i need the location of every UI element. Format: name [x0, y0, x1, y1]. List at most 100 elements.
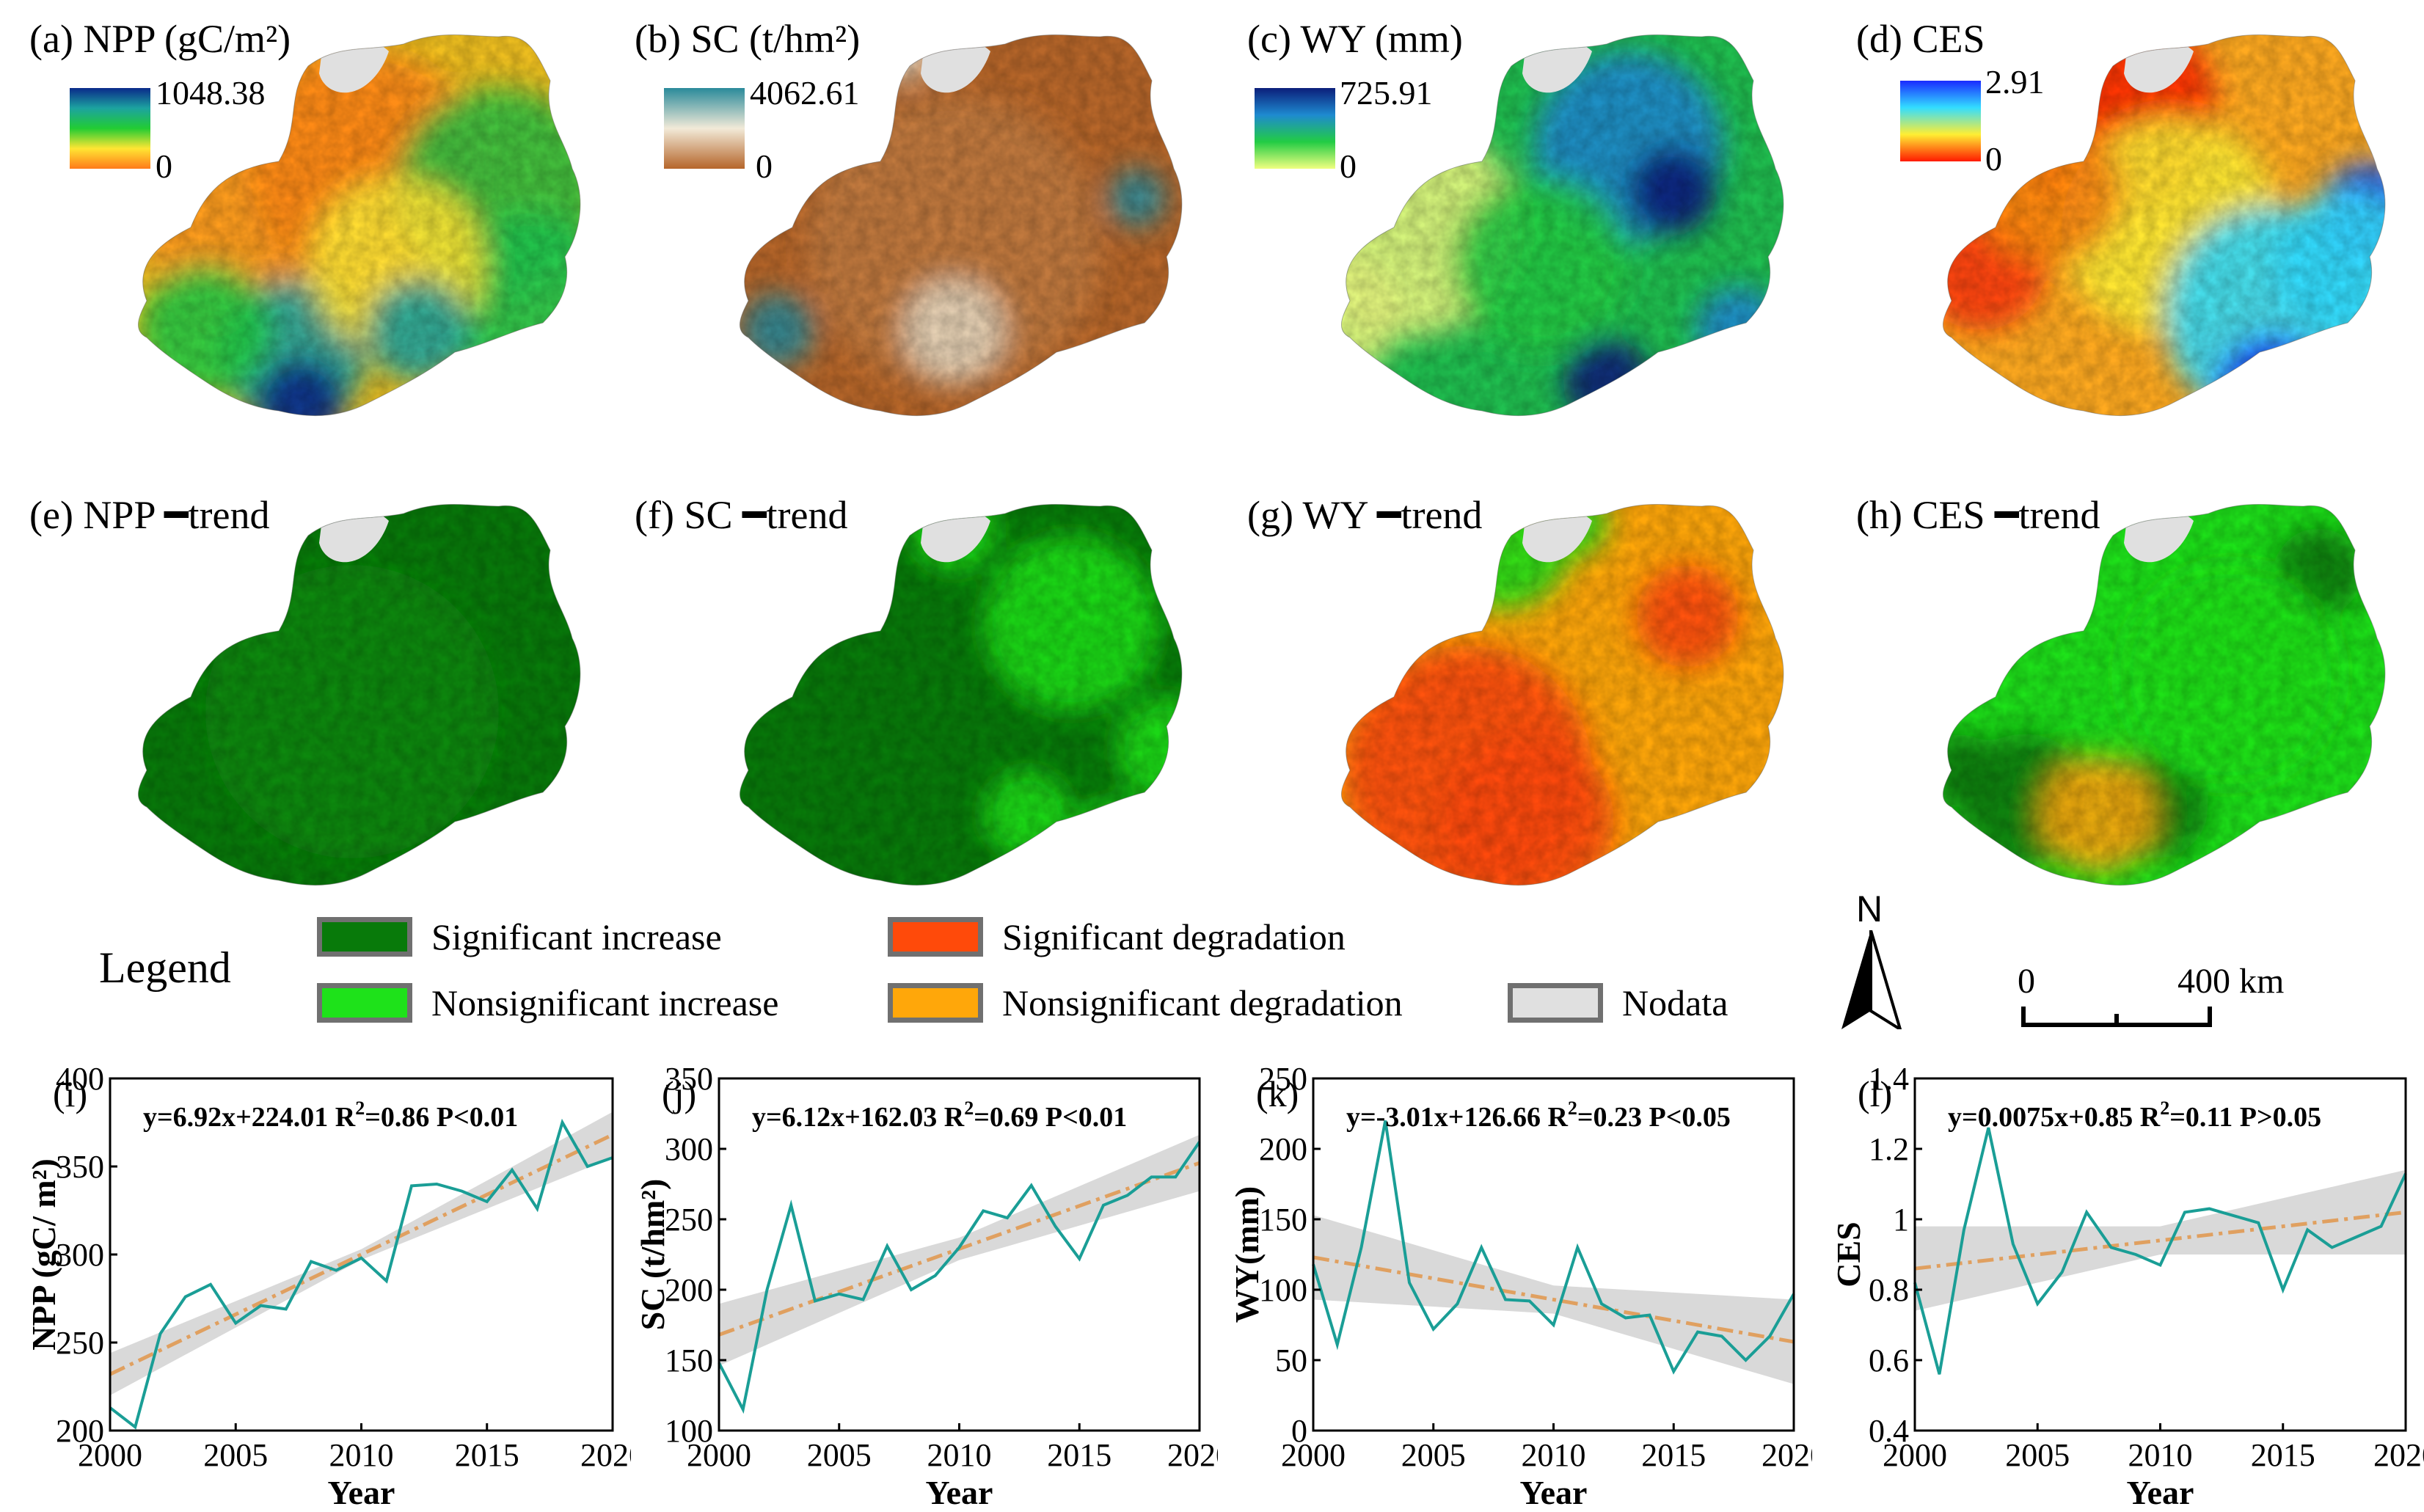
x-axis-label: Year [2127, 1474, 2194, 1508]
y-tick-label: 200 [1259, 1131, 1307, 1167]
legend-label: Significant degradation [1002, 916, 1346, 957]
data-point-2018 [1745, 1359, 1746, 1361]
map-npp-trend [137, 504, 581, 886]
colorbar-npp-max: 1048.38 [156, 74, 266, 112]
data-point-2017 [1721, 1335, 1723, 1337]
colorbar-wy-min: 0 [1340, 147, 1357, 185]
map-ces-trend [1942, 504, 2386, 886]
map-sc [739, 34, 1183, 417]
data-point-2011 [982, 1210, 984, 1211]
y-tick-label: 300 [56, 1237, 104, 1273]
fit-line [109, 1133, 614, 1376]
legend-item-nonsignificant-degradation: Nonsignificant degradation [888, 982, 1403, 1024]
y-tick-label: 150 [1259, 1202, 1307, 1238]
confidence-band [1915, 1169, 2406, 1311]
data-point-2004 [2012, 1243, 2014, 1245]
x-tick-label: 2010 [2128, 1437, 2193, 1473]
colorbar-ces [1900, 81, 1981, 161]
map-title-g-text: (g) WY [1247, 493, 1368, 537]
y-tick-label: 400 [56, 1061, 104, 1097]
data-point-2010 [959, 1246, 960, 1248]
map-npp [137, 34, 581, 417]
trend-dash-icon: ━ [164, 493, 189, 537]
y-tick-label: 1.4 [1869, 1061, 1909, 1097]
data-point-2006 [260, 1305, 261, 1307]
y-tick-label: 1.2 [1869, 1131, 1909, 1167]
regression-annotation: y=6.92x+224.01 R2=0.86 P<0.01 [143, 1098, 518, 1133]
data-point-2002 [1361, 1246, 1362, 1248]
colorbar-sc-min: 0 [756, 147, 773, 185]
x-axis-label: Year [1520, 1474, 1588, 1508]
legend-swatch [888, 983, 983, 1023]
fit-line [1914, 1210, 2406, 1271]
map-title-h: (h) CES ━trend [1856, 492, 2100, 538]
data-point-2001 [1938, 1373, 1940, 1375]
data-point-2017 [1127, 1194, 1128, 1196]
map-title-e-trend: trend [188, 493, 270, 537]
colorbar-sc [664, 88, 745, 169]
x-tick-label: 2005 [1401, 1437, 1466, 1473]
legend-swatch [317, 917, 412, 957]
legend-item-nonsignificant-increase: Nonsignificant increase [317, 982, 778, 1024]
y-tick-label: 0.6 [1869, 1343, 1909, 1378]
data-point-2003 [1384, 1120, 1386, 1122]
x-tick-label: 2015 [455, 1437, 519, 1473]
data-point-2010 [2160, 1264, 2161, 1266]
y-tick-label: 350 [56, 1149, 104, 1185]
x-tick-label: 2010 [329, 1437, 394, 1473]
confidence-band [110, 1111, 613, 1395]
legend-title: Legend [99, 943, 231, 992]
data-point-2013 [1031, 1185, 1032, 1186]
x-axis-label: Year [328, 1474, 395, 1508]
x-tick-label: 2000 [78, 1437, 142, 1473]
data-point-2014 [1055, 1226, 1056, 1227]
regression-annotation: y=6.12x+162.03 R2=0.69 P<0.01 [752, 1098, 1127, 1133]
panel-label: (j) [662, 1073, 696, 1114]
legend-label: Nonsignificant increase [431, 982, 779, 1023]
map-title-d: (d) CES [1856, 17, 1985, 61]
x-tick-label: 2010 [927, 1437, 992, 1473]
scale-bar [2021, 1007, 2212, 1027]
data-point-2012 [1007, 1217, 1008, 1219]
map-sc-trend [739, 504, 1183, 886]
x-tick-label: 2000 [687, 1437, 751, 1473]
north-arrow-icon [1841, 930, 1902, 1029]
trend-dash-icon: ━ [742, 493, 767, 537]
colorbar-ces-min: 0 [1985, 140, 2002, 178]
colorbar-npp [70, 88, 150, 169]
data-point-2015 [1673, 1370, 1674, 1372]
y-axis-label: CES [1830, 1221, 1867, 1287]
data-point-2007 [1481, 1246, 1482, 1248]
colorbar-ces-max: 2.91 [1985, 63, 2045, 101]
fit-line [1313, 1255, 1795, 1344]
map-wy-trend [1340, 504, 1784, 886]
y-tick-label: 250 [665, 1202, 713, 1238]
legend-label: Significant increase [431, 916, 722, 957]
scale-end-label: 400 km [2177, 962, 2285, 1001]
y-tick-label: 200 [56, 1413, 104, 1449]
data-point-2015 [1078, 1258, 1080, 1260]
panel-label: (k) [1256, 1073, 1299, 1114]
map-ces [1942, 34, 2386, 417]
map-title-a: (a) NPP (gC/m²) [29, 17, 291, 61]
colorbar-wy [1255, 88, 1335, 169]
legend-swatch [1508, 983, 1603, 1023]
data-point-2001 [742, 1409, 744, 1410]
y-tick-label: 350 [665, 1061, 713, 1097]
x-axis-label: Year [926, 1474, 993, 1508]
map-title-g: (g) WY ━trend [1247, 492, 1482, 538]
data-point-2012 [2208, 1208, 2210, 1210]
data-point-2010 [361, 1257, 362, 1259]
map-title-b: (b) SC (t/hm²) [635, 17, 861, 61]
legend-swatch [317, 983, 412, 1023]
data-point-2006 [863, 1299, 864, 1300]
y-tick-label: 250 [1259, 1061, 1307, 1097]
data-point-2003 [185, 1296, 186, 1298]
x-tick-label: 2015 [1641, 1437, 1706, 1473]
colorbar-npp-min: 0 [156, 147, 172, 185]
